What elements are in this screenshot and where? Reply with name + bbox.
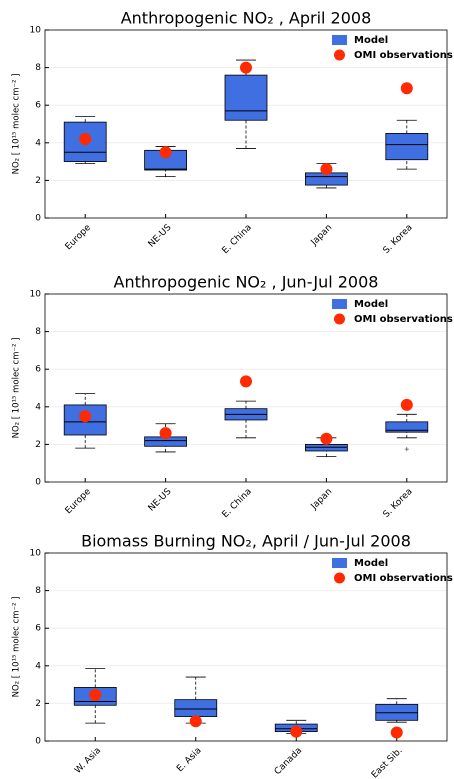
panel: Anthropogenic NO₂ , April 2008 NO₂ [ 10¹⁵… xyxy=(12,9,453,257)
legend-label: OMI observations xyxy=(354,573,453,584)
observation-dot xyxy=(390,726,403,739)
y-tick-label: 4 xyxy=(35,138,41,148)
observation-dot xyxy=(79,133,92,146)
x-tick-label: Europe xyxy=(64,222,94,252)
observation-dot xyxy=(189,715,202,728)
x-tick-label: E. Asia xyxy=(175,746,203,774)
y-axis-label: NO₂ [ 10¹⁵ molec cm⁻² ] xyxy=(12,597,22,698)
panel: Anthropogenic NO₂ , Jun-Jul 2008 NO₂ [ 10… xyxy=(12,273,453,521)
box xyxy=(224,74,268,121)
y-tick-label: 6 xyxy=(35,624,41,634)
panel: Biomass Burning NO₂, April / Jun-Jul 200… xyxy=(12,532,453,779)
observation-dot xyxy=(89,688,102,701)
observation-dot xyxy=(240,375,252,388)
observation-dot xyxy=(320,432,333,445)
y-tick-label: 6 xyxy=(35,101,41,111)
chart-title: Biomass Burning NO₂, April / Jun-Jul 200… xyxy=(81,532,411,551)
legend-swatch xyxy=(334,313,345,325)
y-axis-label: NO₂ [ 10¹⁵ molec cm⁻² ] xyxy=(12,74,22,175)
legend-swatch xyxy=(332,35,347,45)
y-tick-label: 2 xyxy=(35,699,41,709)
x-tick-label: Japan xyxy=(309,223,335,249)
box xyxy=(385,132,429,161)
observation-dot xyxy=(400,82,413,95)
legend-label: OMI observations xyxy=(354,50,453,61)
x-tick-label: Europe xyxy=(64,486,94,516)
plot-frame xyxy=(44,552,448,742)
legend-label: Model xyxy=(354,35,388,46)
y-tick-label: 8 xyxy=(35,63,41,73)
y-tick-label: 8 xyxy=(35,586,41,596)
x-tick-label: Japan xyxy=(309,487,335,513)
x-tick-label: S. Korea xyxy=(381,223,414,256)
chart-title: Anthropogenic NO₂ , Jun-Jul 2008 xyxy=(114,273,379,292)
y-tick-label: 6 xyxy=(35,365,41,375)
y-tick-label: 10 xyxy=(30,290,42,300)
y-tick-label: 0 xyxy=(35,478,41,488)
observation-dot xyxy=(400,398,413,411)
legend-label: Model xyxy=(354,558,388,569)
box xyxy=(63,404,107,436)
legend-label: OMI observations xyxy=(354,314,453,325)
y-axis-label: NO₂ [ 10¹⁵ molec cm⁻² ] xyxy=(12,338,22,439)
outlier xyxy=(404,447,409,452)
observation-dot xyxy=(159,427,172,440)
y-tick-label: 2 xyxy=(35,176,41,186)
legend-swatch xyxy=(334,572,345,584)
y-tick-label: 0 xyxy=(35,214,41,224)
legend-swatch xyxy=(332,558,347,568)
x-tick-label: S. Korea xyxy=(381,487,414,520)
x-tick-label: W. Asia xyxy=(73,746,103,776)
box xyxy=(385,421,429,433)
x-tick-label: NE-US xyxy=(147,223,174,250)
x-tick-label: Canada xyxy=(273,746,304,777)
box xyxy=(174,699,218,717)
observation-dot xyxy=(159,146,172,159)
x-tick-label: E. China xyxy=(221,487,254,520)
y-tick-label: 10 xyxy=(30,26,42,36)
y-tick-label: 2 xyxy=(35,440,41,450)
observation-dot xyxy=(290,725,303,738)
y-tick-label: 4 xyxy=(35,402,41,412)
legend-swatch xyxy=(332,299,347,309)
y-tick-label: 0 xyxy=(35,737,41,747)
observation-dot xyxy=(240,61,252,74)
x-tick-label: E. China xyxy=(221,223,254,256)
legend-label: Model xyxy=(354,299,388,310)
y-tick-label: 8 xyxy=(35,327,41,337)
y-tick-label: 4 xyxy=(35,661,41,671)
x-tick-label: NE-US xyxy=(147,487,174,514)
observation-dot xyxy=(79,410,92,423)
observation-dot xyxy=(320,163,333,176)
x-tick-label: East Sib. xyxy=(370,746,405,779)
legend-swatch xyxy=(334,49,345,61)
y-tick-label: 10 xyxy=(30,549,42,559)
chart-title: Anthropogenic NO₂ , April 2008 xyxy=(121,9,372,28)
